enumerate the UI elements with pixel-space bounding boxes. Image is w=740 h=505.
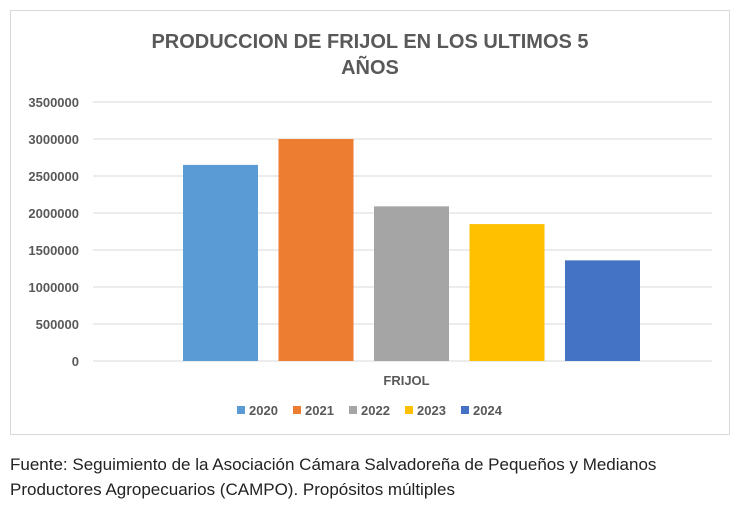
source-note-line-2: Productores Agropecuarios (CAMPO). Propó…	[10, 480, 456, 499]
legend-label-2022: 2022	[361, 403, 390, 418]
legend-label-2023: 2023	[417, 403, 446, 418]
source-note: Fuente: Seguimiento de la Asociación Cám…	[10, 452, 735, 502]
bar-2020	[183, 164, 258, 361]
bar-2021	[278, 139, 354, 361]
y-tick-label: 2000000	[28, 206, 79, 221]
y-tick-label: 500000	[36, 317, 79, 332]
y-tick-label: 1000000	[28, 280, 79, 295]
chart-title: PRODUCCION DE FRIJOL EN LOS ULTIMOS 5 AÑ…	[10, 29, 730, 81]
y-tick-label: 3000000	[28, 132, 79, 147]
legend-swatch-2021	[293, 406, 301, 414]
legend-swatch-2022	[349, 406, 357, 414]
legend-label-2024: 2024	[473, 403, 503, 418]
legend-label-2021: 2021	[305, 403, 334, 418]
legend-label-2020: 2020	[249, 403, 278, 418]
y-tick-label: 2500000	[28, 169, 79, 184]
chart-title-line-2: AÑOS	[341, 57, 399, 79]
y-tick-label: 3500000	[28, 95, 79, 110]
bar-2022	[374, 206, 449, 361]
legend-swatch-2023	[405, 406, 413, 414]
y-tick-label: 1500000	[28, 243, 79, 258]
legend-swatch-2024	[461, 406, 469, 414]
y-tick-label: 0	[72, 354, 79, 369]
x-category-label: FRIJOL	[383, 373, 429, 388]
legend-swatch-2020	[237, 406, 245, 414]
source-note-line-1: Fuente: Seguimiento de la Asociación Cám…	[10, 455, 657, 474]
chart-area	[10, 10, 730, 435]
chart-title-line-1: PRODUCCION DE FRIJOL EN LOS ULTIMOS 5	[151, 31, 589, 53]
bar-2023	[469, 224, 545, 361]
bar-2024	[565, 260, 640, 361]
